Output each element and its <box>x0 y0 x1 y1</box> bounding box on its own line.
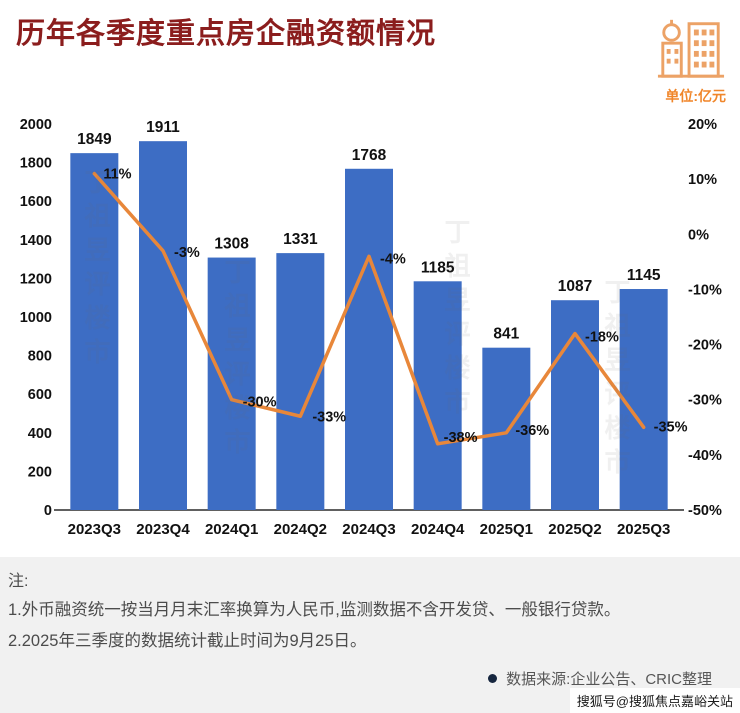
bar-value-label: 1768 <box>352 147 387 164</box>
note-line-1: 1.外币融资统一按当月月末汇率换算为人民币,监测数据不含开发贷、一般银行贷款。 <box>8 601 621 619</box>
right-axis-tick-label: 10% <box>688 172 717 188</box>
x-axis-category-label: 2024Q1 <box>205 521 258 538</box>
left-axis-tick-label: 0 <box>44 503 52 519</box>
x-axis-category-label: 2025Q1 <box>480 521 533 538</box>
chart-area: 丁祖昱评楼市 丁祖昱评楼市 丁祖昱评楼市 丁祖昱评楼市 020040060080… <box>0 108 740 553</box>
x-axis-category-label: 2024Q3 <box>342 521 395 538</box>
bar-value-label: 1849 <box>77 131 112 148</box>
right-axis-tick-label: -20% <box>688 338 722 354</box>
x-axis-category-label: 2024Q2 <box>274 521 327 538</box>
line-series <box>92 171 646 446</box>
left-axis-tick-label: 800 <box>28 349 52 365</box>
data-source-text: 数据来源:企业公告、CRIC整理 <box>506 670 712 688</box>
bar-value-label: 1308 <box>214 236 249 253</box>
x-axis-category-label: 2025Q2 <box>548 521 601 538</box>
left-axis-tick-label: 1400 <box>20 233 52 249</box>
line-point-label: 11% <box>103 167 131 183</box>
bar <box>482 347 531 510</box>
left-axis-tick-label: 400 <box>28 426 52 442</box>
note-line-2: 2.2025年三季度的数据统计截止时间为9月25日。 <box>8 632 367 651</box>
line-point-label: -33% <box>312 409 346 425</box>
sohu-watermark-badge: 搜狐号@搜狐焦点嘉峪关站 <box>569 688 740 713</box>
bar <box>139 141 187 510</box>
bar <box>619 289 668 510</box>
bar-line-chart: 0 200 400 600 800 1000 1200 1400 1600 1800 2000 20%… <box>20 117 722 538</box>
line-point-label: -38% <box>444 430 478 446</box>
x-axis-category-label: 2025Q3 <box>617 521 670 538</box>
left-axis-tick-label: 1000 <box>20 310 52 326</box>
right-axis-tick-label: -50% <box>688 503 722 519</box>
bar-value-label: 1145 <box>627 267 661 284</box>
line-point-label: -18% <box>585 330 619 346</box>
data-source-row: 数据来源:企业公告、CRIC整理 <box>8 668 730 689</box>
left-axis-tick-label: 1800 <box>20 156 52 172</box>
header: 历年各季度重点房企融资额情况 <box>0 0 740 84</box>
right-axis-tick-label: 0% <box>688 227 709 243</box>
bar-value-label: 841 <box>493 326 519 343</box>
x-axis-category-label: 2023Q3 <box>68 521 121 538</box>
x-axis-category-label: 2023Q4 <box>136 521 190 538</box>
left-axis-tick-label: 600 <box>28 387 52 403</box>
line-point-label: -30% <box>243 395 277 411</box>
notes-section: 注: 1.外币融资统一按当月月末汇率换算为人民币,监测数据不含开发贷、一般银行贷… <box>0 557 740 713</box>
left-axis-tick-label: 200 <box>28 464 52 480</box>
left-axis-tick-label: 1200 <box>20 271 52 287</box>
line-point-label: -3% <box>174 245 200 261</box>
buildings-icon <box>657 19 725 78</box>
bar-value-label: 1911 <box>146 119 180 136</box>
bar <box>70 153 119 510</box>
bar <box>207 257 256 510</box>
line-point-label: -35% <box>654 419 688 435</box>
right-axis-tick-label: -30% <box>688 393 722 409</box>
page-title: 历年各季度重点房企融资额情况 <box>16 18 437 50</box>
x-axis-category-label: 2024Q4 <box>411 521 465 538</box>
right-axis-tick-label: 20% <box>688 117 717 133</box>
bar-value-label: 1185 <box>421 259 455 276</box>
bullet-icon <box>488 673 498 683</box>
bar-value-label: 1331 <box>283 231 318 248</box>
bar-value-label: 1087 <box>558 278 592 295</box>
unit-label: 单位:亿元 <box>665 88 726 104</box>
left-axis-tick-label: 2000 <box>20 117 52 133</box>
line-point-label: -4% <box>380 251 406 267</box>
left-axis-tick-label: 1600 <box>20 194 52 210</box>
line-point-label: -36% <box>515 423 549 439</box>
bar <box>345 168 393 510</box>
notes-label: 注: <box>8 573 29 590</box>
right-axis-tick-label: -40% <box>688 448 722 464</box>
right-axis-tick-label: -10% <box>688 282 722 298</box>
